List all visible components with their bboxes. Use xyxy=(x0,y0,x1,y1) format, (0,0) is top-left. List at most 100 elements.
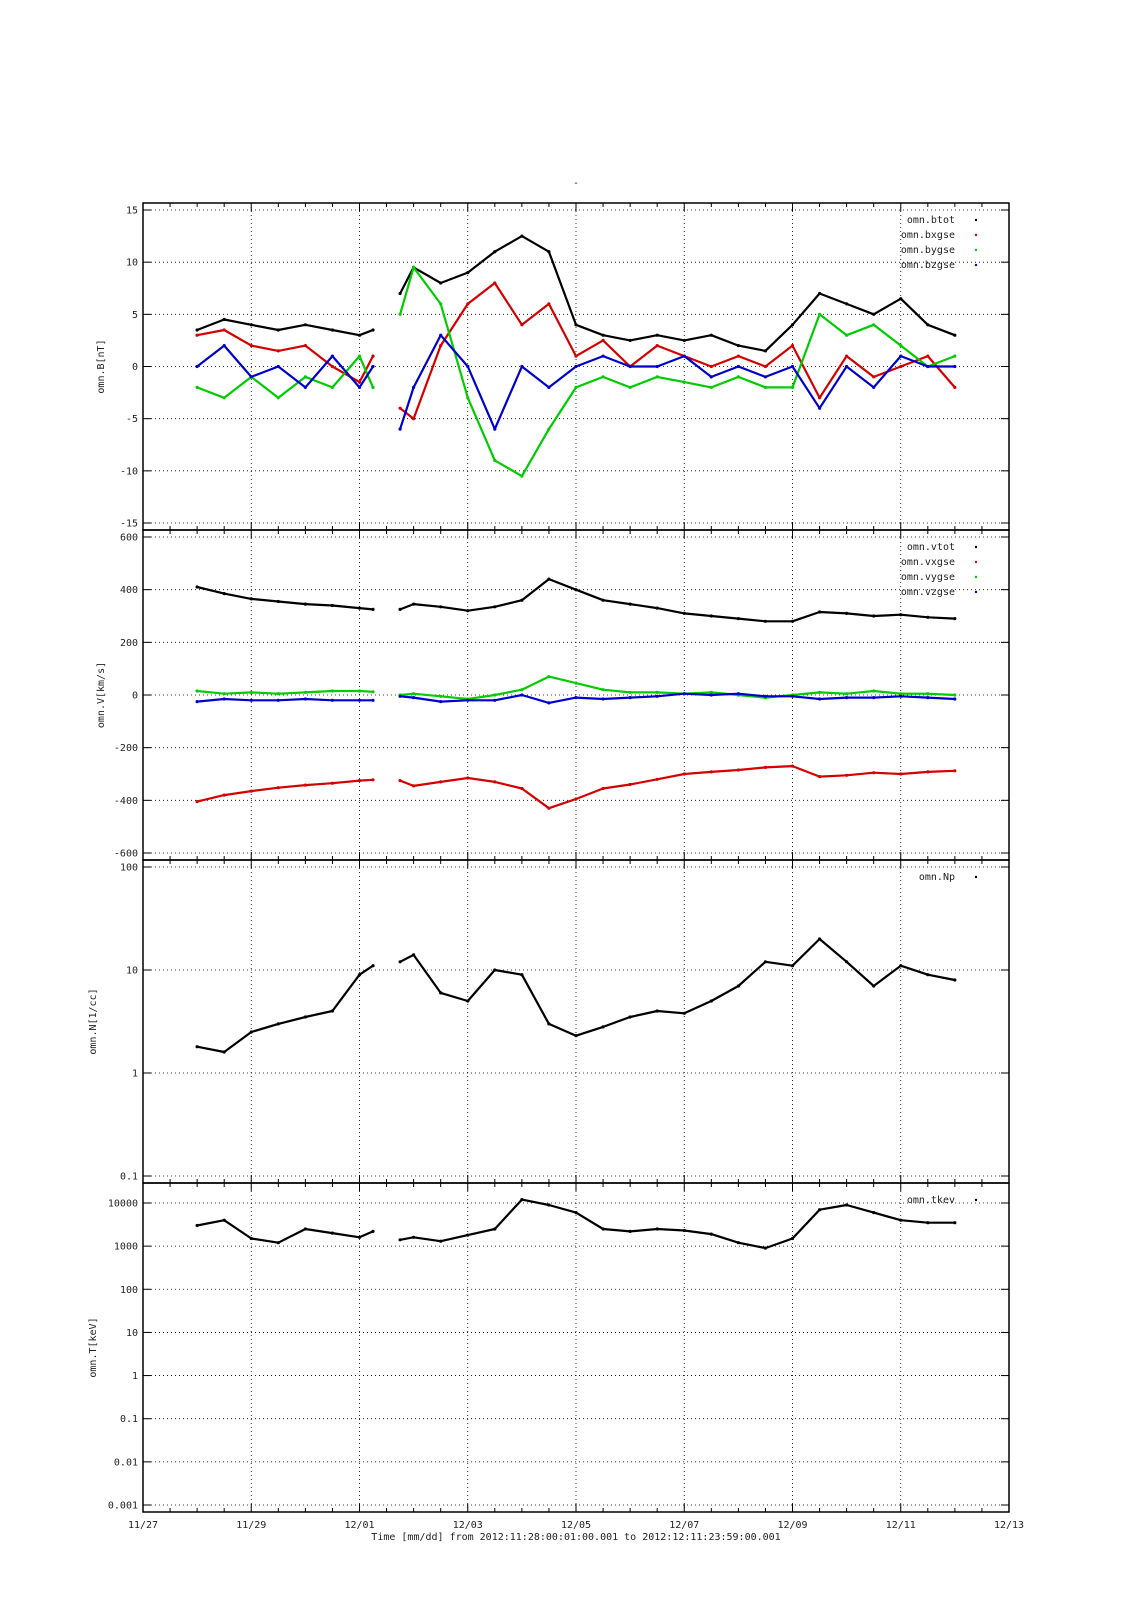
legend-marker xyxy=(974,1198,978,1202)
data-point xyxy=(547,806,551,810)
y-tick-label: 1 xyxy=(132,1069,138,1080)
data-point xyxy=(520,688,524,692)
data-point xyxy=(682,611,686,616)
data-point xyxy=(412,1235,416,1239)
data-point xyxy=(412,696,416,700)
data-point xyxy=(371,690,375,694)
data-point xyxy=(222,692,226,696)
data-point xyxy=(330,698,334,702)
data-point xyxy=(439,333,443,337)
data-point xyxy=(222,1218,226,1222)
legend-label: omn.vygse xyxy=(901,572,955,583)
data-point xyxy=(790,385,795,389)
data-point xyxy=(412,602,416,606)
data-point xyxy=(547,427,551,431)
y-tick-label: 200 xyxy=(120,638,138,649)
series-omn-bzgse xyxy=(195,333,957,431)
y-tick-label: -200 xyxy=(114,743,138,754)
data-point xyxy=(303,783,307,787)
data-point xyxy=(845,692,849,696)
data-point xyxy=(195,689,199,693)
data-point xyxy=(709,770,713,774)
data-point xyxy=(195,585,199,589)
data-point xyxy=(628,602,632,606)
data-point xyxy=(276,396,280,400)
figure-title: - xyxy=(573,178,579,189)
data-point xyxy=(398,694,402,698)
data-point xyxy=(736,984,741,988)
data-point xyxy=(412,417,416,421)
data-point xyxy=(574,588,578,592)
x-tick-label: 12/09 xyxy=(777,1520,807,1531)
legend-marker xyxy=(974,545,978,549)
panel-2: 600 400 200 0 -200 -400 -600 omn.V[km/s] omn.vto… xyxy=(96,529,1010,861)
data-point xyxy=(655,344,659,348)
data-point xyxy=(520,474,524,478)
data-point xyxy=(439,344,443,348)
data-point xyxy=(412,953,416,957)
y-tick-label: 100 xyxy=(120,1285,138,1296)
data-point xyxy=(493,780,497,784)
data-point xyxy=(655,777,659,781)
data-point xyxy=(926,354,930,358)
series-line xyxy=(196,235,956,352)
data-point xyxy=(357,1235,362,1239)
data-point xyxy=(276,599,280,604)
data-point xyxy=(790,619,795,623)
data-point xyxy=(601,786,605,791)
data-point xyxy=(276,349,280,353)
data-point xyxy=(574,681,578,685)
data-point xyxy=(357,354,362,358)
data-point xyxy=(574,364,578,369)
series-omn-tkev xyxy=(195,1198,957,1250)
data-point xyxy=(439,1239,443,1243)
data-point xyxy=(276,1022,280,1026)
data-point xyxy=(872,984,876,988)
x-tick-label: 12/07 xyxy=(669,1520,699,1531)
data-point xyxy=(655,606,659,610)
data-point xyxy=(547,1022,551,1026)
data-point xyxy=(520,1198,524,1202)
data-point xyxy=(790,323,795,327)
data-point xyxy=(195,800,199,804)
data-point xyxy=(439,700,443,704)
data-point xyxy=(926,696,930,700)
data-point xyxy=(574,696,578,700)
data-point xyxy=(899,354,903,358)
data-point xyxy=(195,364,199,369)
data-point xyxy=(682,354,686,358)
y-tick-label: 10 xyxy=(126,966,138,977)
data-point xyxy=(547,675,551,679)
data-point xyxy=(736,692,741,696)
data-point xyxy=(818,775,822,779)
data-point xyxy=(790,764,795,768)
y-tick-label: -15 xyxy=(120,519,138,530)
data-point xyxy=(547,385,551,389)
data-point xyxy=(398,960,402,964)
data-point xyxy=(845,302,849,306)
data-point xyxy=(899,772,903,776)
data-point xyxy=(520,598,524,602)
data-point xyxy=(736,768,741,772)
data-point xyxy=(330,1231,334,1235)
data-point xyxy=(357,779,362,783)
data-point xyxy=(371,364,375,369)
y-tick-label: 400 xyxy=(120,585,138,596)
data-point xyxy=(493,968,497,972)
data-point xyxy=(899,692,903,696)
x-tick-label: 12/03 xyxy=(453,1520,483,1531)
data-point xyxy=(899,964,903,968)
x-tick-label: 12/05 xyxy=(561,1520,591,1531)
data-point xyxy=(520,234,524,238)
series-omn-btot xyxy=(195,234,957,353)
data-point xyxy=(249,698,253,702)
data-point xyxy=(371,964,375,968)
data-point xyxy=(818,610,822,614)
y-axis-label: omn.N[1/cc] xyxy=(88,988,99,1054)
data-point xyxy=(398,1238,402,1242)
data-point xyxy=(845,333,849,337)
data-point xyxy=(520,786,524,791)
y-tick-label: 1000 xyxy=(114,1242,138,1253)
y-axis-label: omn.T[keV] xyxy=(88,1317,99,1377)
data-point xyxy=(249,597,253,601)
